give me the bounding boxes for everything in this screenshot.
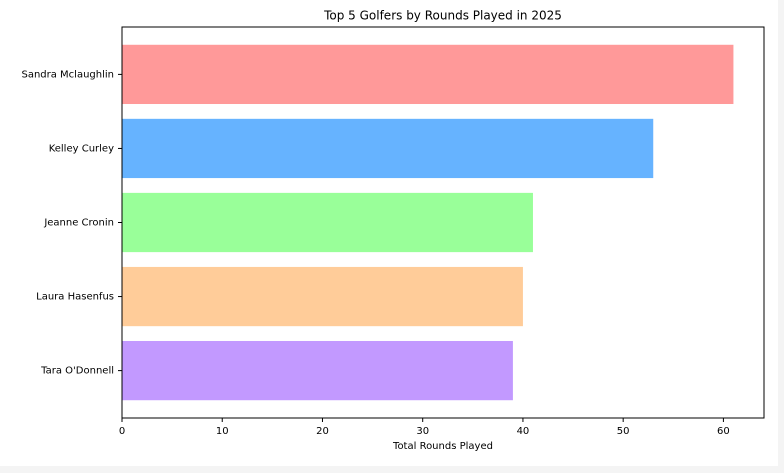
x-tick-label: 40 (517, 426, 530, 437)
chart: Top 5 Golfers by Rounds Played in 2025 T… (0, 0, 778, 466)
y-tick-label: Kelley Curley (49, 143, 114, 154)
x-axis-label: Total Rounds Played (392, 441, 493, 452)
x-tick-label: 50 (617, 426, 630, 437)
bar (122, 340, 513, 401)
x-tick-label: 10 (216, 426, 229, 437)
x-tick-label: 0 (119, 426, 125, 437)
chart-title: Top 5 Golfers by Rounds Played in 2025 (323, 9, 562, 23)
x-tick-label: 60 (717, 426, 730, 437)
y-tick-label: Tara O'Donnell (40, 366, 114, 377)
x-tick-label: 30 (416, 426, 429, 437)
plot-frame (121, 26, 765, 419)
bar (122, 44, 734, 105)
bar (122, 118, 654, 179)
y-tick-label: Laura Hasenfus (36, 292, 114, 303)
y-tick-label: Jeanne Cronin (43, 218, 114, 229)
x-tick-label: 20 (316, 426, 329, 437)
y-tick-label: Sandra Mclaughlin (21, 69, 114, 80)
bar (122, 266, 523, 327)
bar (122, 192, 533, 253)
